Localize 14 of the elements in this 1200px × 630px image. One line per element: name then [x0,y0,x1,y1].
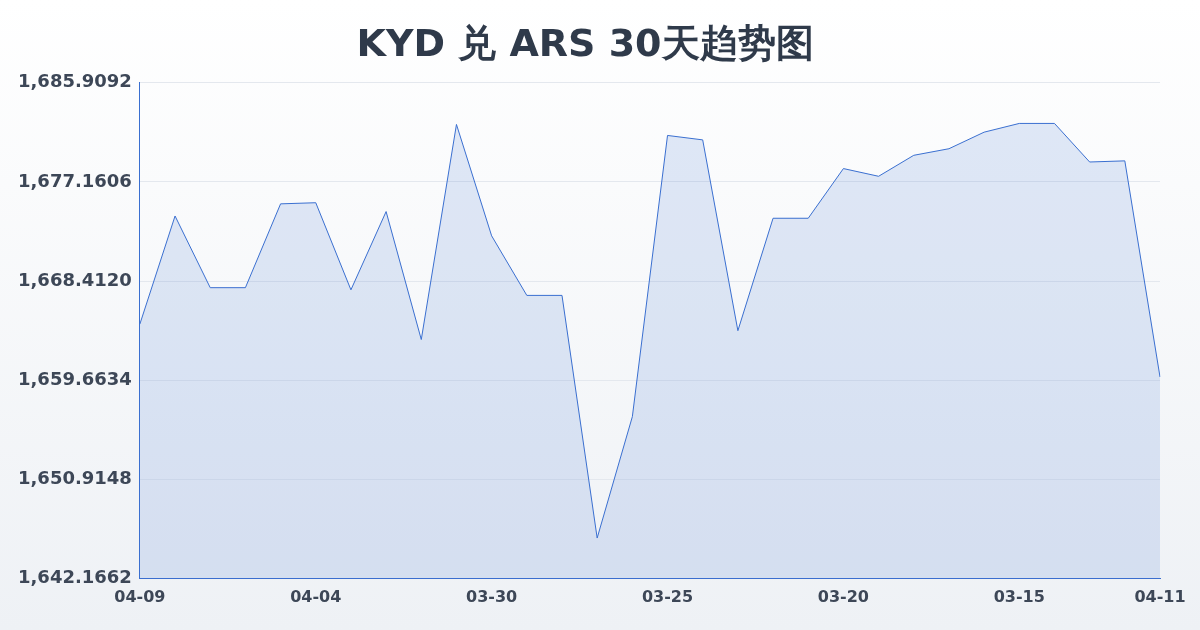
y-tick-label: 1,650.9148 [18,467,132,489]
x-tick-label: 03-20 [817,586,869,606]
x-tick-label: 03-15 [993,586,1045,606]
x-tick-label: 04-04 [290,586,342,606]
x-tick-label: 03-30 [466,586,518,606]
y-tick-label: 1,642.1662 [18,566,132,588]
x-tick-label: 04-09 [114,586,166,606]
chart-title: KYD 兑 ARS 30天趋势图 [356,20,814,65]
x-tick-label: 04-11 [1134,586,1186,606]
y-tick-label: 1,659.6634 [18,367,132,389]
y-tick-label: 1,685.9092 [18,70,132,92]
y-tick-label: 1,668.4120 [18,268,132,290]
y-tick-label: 1,677.1606 [18,169,132,191]
x-tick-label: 03-25 [641,586,694,606]
